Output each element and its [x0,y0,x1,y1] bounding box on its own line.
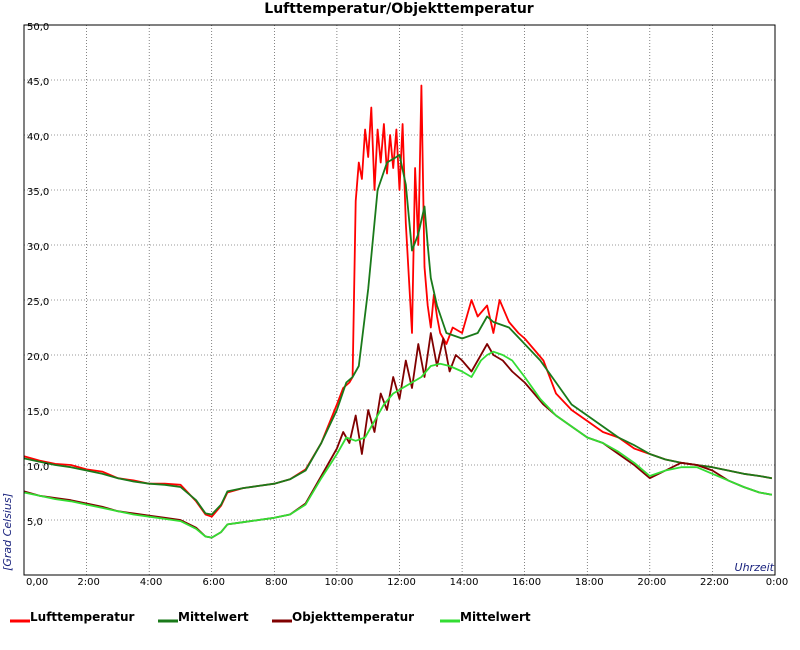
legend-label: Objekttemperatur [292,610,414,624]
x-tick-labels: 0,00 2:00 4:00 6:00 8:00 10:00 12:00 14:00 16:00… [26,577,788,588]
y-tick-label: 20,0 [27,352,49,363]
x-axis-label: Uhrzeit [735,561,775,574]
legend-label: Mittelwert [460,610,531,624]
legend-item-3: Mittelwert [440,610,531,624]
legend-item-1: Mittelwert [158,610,249,624]
series-line-1 [23,153,773,516]
y-axis-label: [Grad Celsius] [1,493,14,571]
y-tick-labels: 5,0 10,0 15,0 20,0 25,0 30,0 35,0 40,0 45,0 50,0 [27,22,49,528]
legend-item-2: Objekttemperatur [272,610,414,624]
x-tick-label: 16:00 [512,577,541,588]
chart-title: Lufttemperatur/Objekttemperatur [264,1,534,17]
legend-item-0: Lufttemperatur [10,610,135,624]
series-lines [23,84,773,539]
x-tick-label: 6:00 [203,577,225,588]
x-tick-label: 0:00 [766,577,788,588]
series-line-0 [23,84,773,518]
x-tick-label: 20:00 [637,577,666,588]
y-tick-label: 40,0 [27,132,49,143]
x-tick-label: 22:00 [700,577,729,588]
y-tick-label: 45,0 [27,77,49,88]
x-tick-label: 14:00 [450,577,479,588]
x-tick-label: 0,00 [26,577,48,588]
y-tick-label: 35,0 [27,187,49,198]
x-tick-label: 4:00 [140,577,162,588]
y-tick-label: 30,0 [27,242,49,253]
x-tick-label: 18:00 [575,577,604,588]
y-tick-label: 10,0 [27,462,49,473]
series-line-3 [23,350,773,539]
legend-label: Mittelwert [178,610,249,624]
x-tick-label: 10:00 [325,577,354,588]
legend: Lufttemperatur Mittelwert Objekttemperatur… [10,610,531,624]
y-tick-label: 15,0 [27,407,49,418]
y-tick-label: 50,0 [27,22,49,33]
x-tick-label: 2:00 [77,577,99,588]
y-tick-label: 25,0 [27,297,49,308]
x-tick-label: 8:00 [265,577,287,588]
y-tick-label: 5,0 [27,517,43,528]
legend-label: Lufttemperatur [30,610,135,624]
x-tick-label: 12:00 [387,577,416,588]
plot-frame [23,24,776,576]
